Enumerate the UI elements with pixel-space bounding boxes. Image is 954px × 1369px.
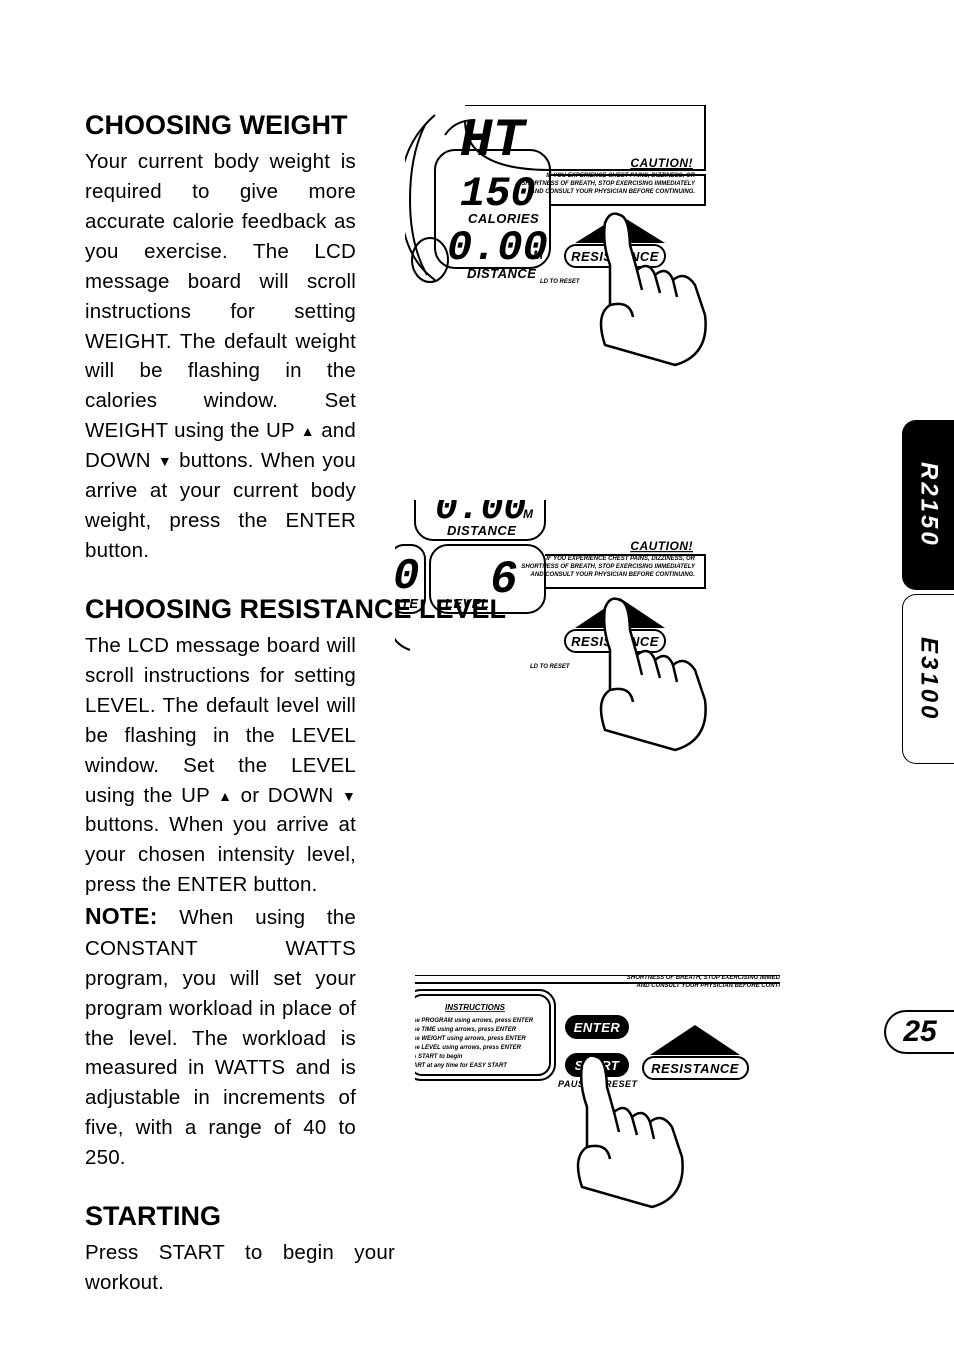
svg-text:6: 6 (490, 554, 518, 606)
note-body: When using the CONSTANT WATTS program, y… (85, 906, 356, 1169)
svg-text:SHORTNESS OF BREATH, STOP EXER: SHORTNESS OF BREATH, STOP EXERCISING IMM… (521, 181, 696, 187)
svg-text:IF YOU EXPERIENCE CHEST PAINS,: IF YOU EXPERIENCE CHEST PAINS, DIZZINESS… (546, 556, 695, 562)
svg-text:M: M (523, 507, 534, 521)
note-label: NOTE: (85, 903, 158, 929)
illus-weight: HT 150 CALORIES 0.00 M DISTANCE CAUTION!… (405, 105, 770, 385)
illus-start: INSTRUCTIONS se PROGRAM using arrows, pr… (415, 975, 780, 1255)
svg-text:LD TO RESET: LD TO RESET (530, 664, 571, 670)
svg-text:0: 0 (395, 552, 419, 602)
svg-text:HT: HT (460, 111, 527, 172)
note-resistance: NOTE: When using the CONSTANT WATTS prog… (85, 900, 356, 1173)
body-weight: Your current body weight is required to … (85, 147, 356, 566)
svg-text:SHORTNESS OF BREATH, STOP EXER: SHORTNESS OF BREATH, STOP EXERCISING IMM… (521, 564, 696, 570)
svg-text:se WEIGHT using arrows, press: se WEIGHT using arrows, press ENTER (415, 1036, 526, 1042)
tab-r2150: R2150 (902, 420, 954, 590)
svg-text:AND CONSULT YOUR PHYSICIAN BEF: AND CONSULT YOUR PHYSICIAN BEFORE CONTI (636, 983, 780, 989)
svg-text:RESISTANCE: RESISTANCE (651, 1061, 739, 1076)
svg-text:DISTANCE: DISTANCE (467, 266, 536, 281)
svg-text:DISTANCE: DISTANCE (447, 523, 516, 538)
tab-e3100: E3100 (902, 594, 954, 764)
svg-text:LEVEL: LEVEL (445, 596, 489, 611)
svg-text:ENTER: ENTER (574, 1020, 621, 1035)
svg-text:CAUTION!: CAUTION! (630, 539, 693, 553)
svg-text:se TIME using arrows, press EN: se TIME using arrows, press ENTER (415, 1027, 517, 1033)
tab-e3100-label: E3100 (915, 637, 943, 721)
svg-text:AND CONSULT YOUR PHYSICIAN BEF: AND CONSULT YOUR PHYSICIAN BEFORE CONTIN… (530, 572, 696, 578)
svg-text:se PROGRAM using arrows, press: se PROGRAM using arrows, press ENTER (415, 1018, 534, 1024)
body-starting: Press START to begin your workout. (85, 1238, 395, 1298)
svg-text:INSTRUCTIONS: INSTRUCTIONS (445, 1003, 506, 1012)
svg-text:ART at any time for EASY START: ART at any time for EASY START (415, 1063, 508, 1069)
svg-text:RESET: RESET (605, 1079, 639, 1089)
svg-text:s START to begin: s START to begin (415, 1054, 463, 1060)
tab-r2150-label: R2150 (915, 462, 943, 548)
svg-text:M: M (533, 248, 544, 262)
svg-text:CAUTION!: CAUTION! (630, 156, 693, 170)
side-tabs: R2150 E3100 (902, 420, 954, 768)
svg-text:SHORTNESS OF BREATH, STOP EXER: SHORTNESS OF BREATH, STOP EXERCISING IMM… (627, 975, 780, 981)
svg-text:IF YOU EXPERIENCE CHEST PAINS,: IF YOU EXPERIENCE CHEST PAINS, DIZZINESS… (546, 173, 695, 179)
svg-text:se LEVEL using arrows, press E: se LEVEL using arrows, press ENTER (415, 1045, 522, 1051)
body-resistance: The LCD message board will scroll instru… (85, 631, 356, 900)
page-number: 25 (884, 1010, 954, 1054)
illus-level: 0.00 M DISTANCE 0 ATE 6 LEVEL CAUTION! I… (395, 500, 760, 780)
svg-text:AND CONSULT YOUR PHYSICIAN BEF: AND CONSULT YOUR PHYSICIAN BEFORE CONTIN… (530, 189, 696, 195)
svg-text:ATE: ATE (395, 596, 419, 611)
svg-text:LD TO RESET: LD TO RESET (540, 279, 581, 285)
